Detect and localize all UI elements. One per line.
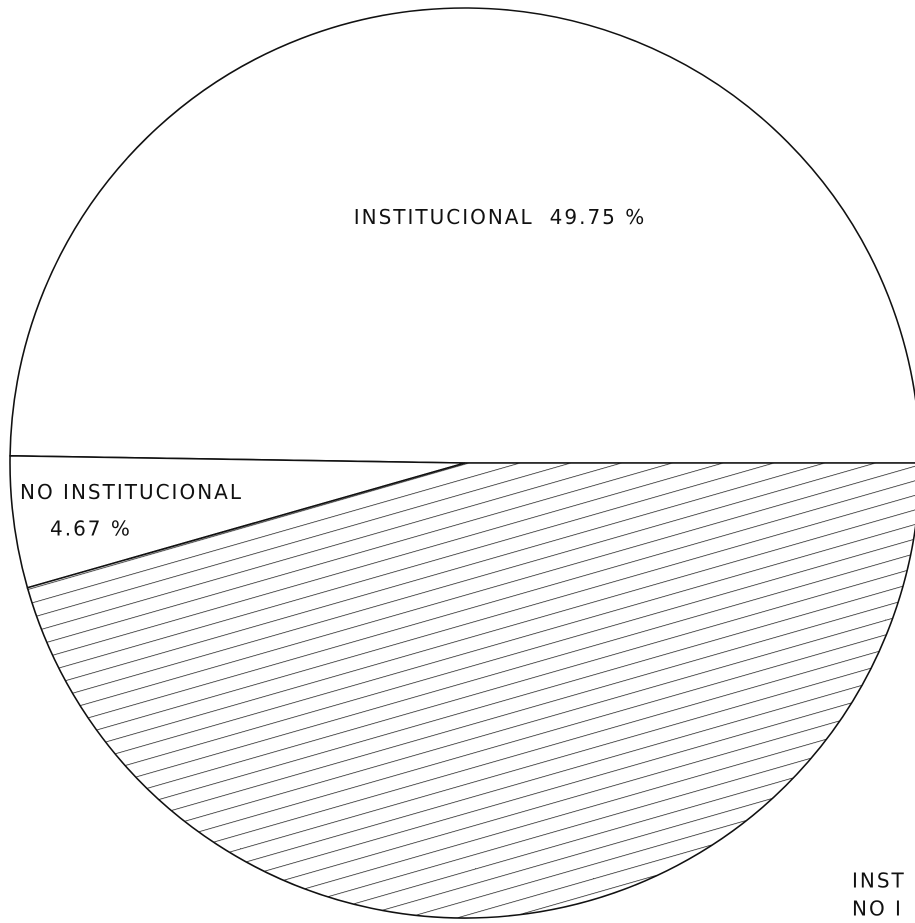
slice-label: NO INSTITUCIONAL bbox=[20, 480, 243, 504]
pie bbox=[9, 7, 915, 919]
value-label: 49.75 % bbox=[550, 205, 647, 229]
value-label: 4.67 % bbox=[50, 517, 132, 541]
category-label: INSTITUCIONAL bbox=[354, 205, 534, 229]
annotation: INST bbox=[852, 869, 906, 893]
annotation: NO I bbox=[852, 897, 903, 921]
slice-label: INSTITUCIONAL 49.75 % bbox=[354, 205, 647, 229]
pie-slice bbox=[26, 462, 915, 919]
category-label: NO INSTITUCIONAL bbox=[20, 480, 243, 504]
pie-slice bbox=[9, 7, 915, 464]
